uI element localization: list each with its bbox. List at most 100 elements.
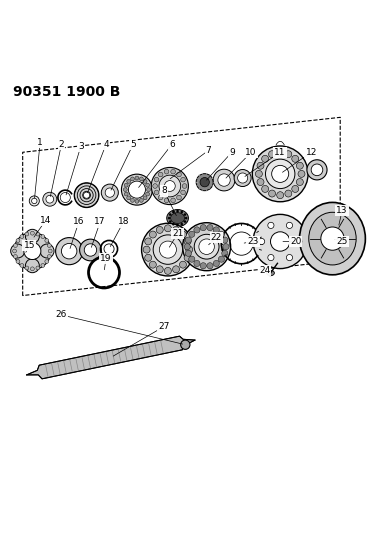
Ellipse shape [218,256,225,262]
Ellipse shape [145,238,152,245]
Ellipse shape [169,213,171,216]
Ellipse shape [124,192,128,196]
Ellipse shape [164,169,169,174]
Ellipse shape [140,198,143,203]
Ellipse shape [36,232,40,236]
Ellipse shape [135,176,139,180]
Ellipse shape [168,217,170,219]
Text: 13: 13 [337,206,348,215]
Ellipse shape [296,179,303,185]
Text: 12: 12 [305,148,317,157]
Ellipse shape [186,246,193,253]
Circle shape [56,238,83,265]
Text: 14: 14 [40,215,51,224]
Ellipse shape [277,149,284,156]
Ellipse shape [48,249,52,253]
Circle shape [259,238,265,245]
Text: 3: 3 [78,142,83,151]
Circle shape [268,254,274,261]
Ellipse shape [184,244,190,250]
Ellipse shape [47,244,51,247]
Ellipse shape [181,190,185,195]
Ellipse shape [143,196,147,200]
Ellipse shape [156,227,163,233]
Ellipse shape [127,196,131,200]
Ellipse shape [74,183,99,207]
Ellipse shape [158,172,163,177]
Ellipse shape [218,231,225,237]
Ellipse shape [269,190,275,197]
Circle shape [84,244,97,256]
Ellipse shape [123,188,127,191]
Ellipse shape [179,261,186,268]
Circle shape [29,196,39,206]
Circle shape [80,239,101,261]
Ellipse shape [20,235,24,239]
Ellipse shape [172,266,179,273]
Ellipse shape [181,211,183,213]
Circle shape [24,243,41,260]
Circle shape [181,340,190,349]
Ellipse shape [16,260,20,263]
Text: 4: 4 [103,140,109,149]
Ellipse shape [121,174,152,205]
Text: 24: 24 [259,266,270,275]
Ellipse shape [184,254,191,261]
Ellipse shape [213,260,220,266]
Circle shape [183,223,230,271]
Ellipse shape [181,177,185,182]
Ellipse shape [159,175,181,197]
Ellipse shape [164,198,169,203]
Ellipse shape [25,232,29,236]
Circle shape [271,232,290,251]
Ellipse shape [223,244,229,250]
Ellipse shape [169,221,171,223]
Text: 10: 10 [245,148,257,157]
Text: 27: 27 [158,322,170,331]
Ellipse shape [172,223,174,225]
Ellipse shape [296,162,303,169]
Ellipse shape [149,231,156,238]
Text: 9: 9 [229,148,235,157]
Ellipse shape [171,169,176,174]
Circle shape [311,164,323,176]
Ellipse shape [172,211,174,213]
Text: 18: 18 [118,217,129,227]
Text: 25: 25 [337,237,348,246]
Ellipse shape [165,225,171,232]
Ellipse shape [147,188,151,191]
Ellipse shape [200,224,206,231]
Circle shape [213,169,235,191]
Ellipse shape [177,172,181,177]
Ellipse shape [181,223,183,225]
Circle shape [199,239,215,254]
Ellipse shape [189,231,195,237]
Text: 90351 1900 B: 90351 1900 B [13,85,121,99]
Ellipse shape [257,179,264,185]
Ellipse shape [184,213,186,216]
Ellipse shape [36,266,40,270]
Text: 2: 2 [58,140,64,149]
Ellipse shape [20,263,24,268]
Ellipse shape [257,162,264,169]
Circle shape [46,196,54,203]
Ellipse shape [222,237,228,243]
Text: 23: 23 [247,237,259,246]
Text: 20: 20 [290,237,301,246]
Ellipse shape [176,210,179,212]
Ellipse shape [196,174,213,191]
Ellipse shape [149,261,156,268]
Circle shape [234,169,251,187]
Circle shape [218,174,230,186]
Ellipse shape [189,256,195,262]
Text: 26: 26 [56,310,67,319]
Text: 7: 7 [206,146,211,155]
Ellipse shape [131,177,135,181]
Ellipse shape [146,192,150,196]
Ellipse shape [135,199,139,203]
Ellipse shape [185,250,191,256]
Circle shape [32,198,37,204]
Ellipse shape [207,263,213,269]
Ellipse shape [128,181,145,198]
Ellipse shape [47,255,51,259]
